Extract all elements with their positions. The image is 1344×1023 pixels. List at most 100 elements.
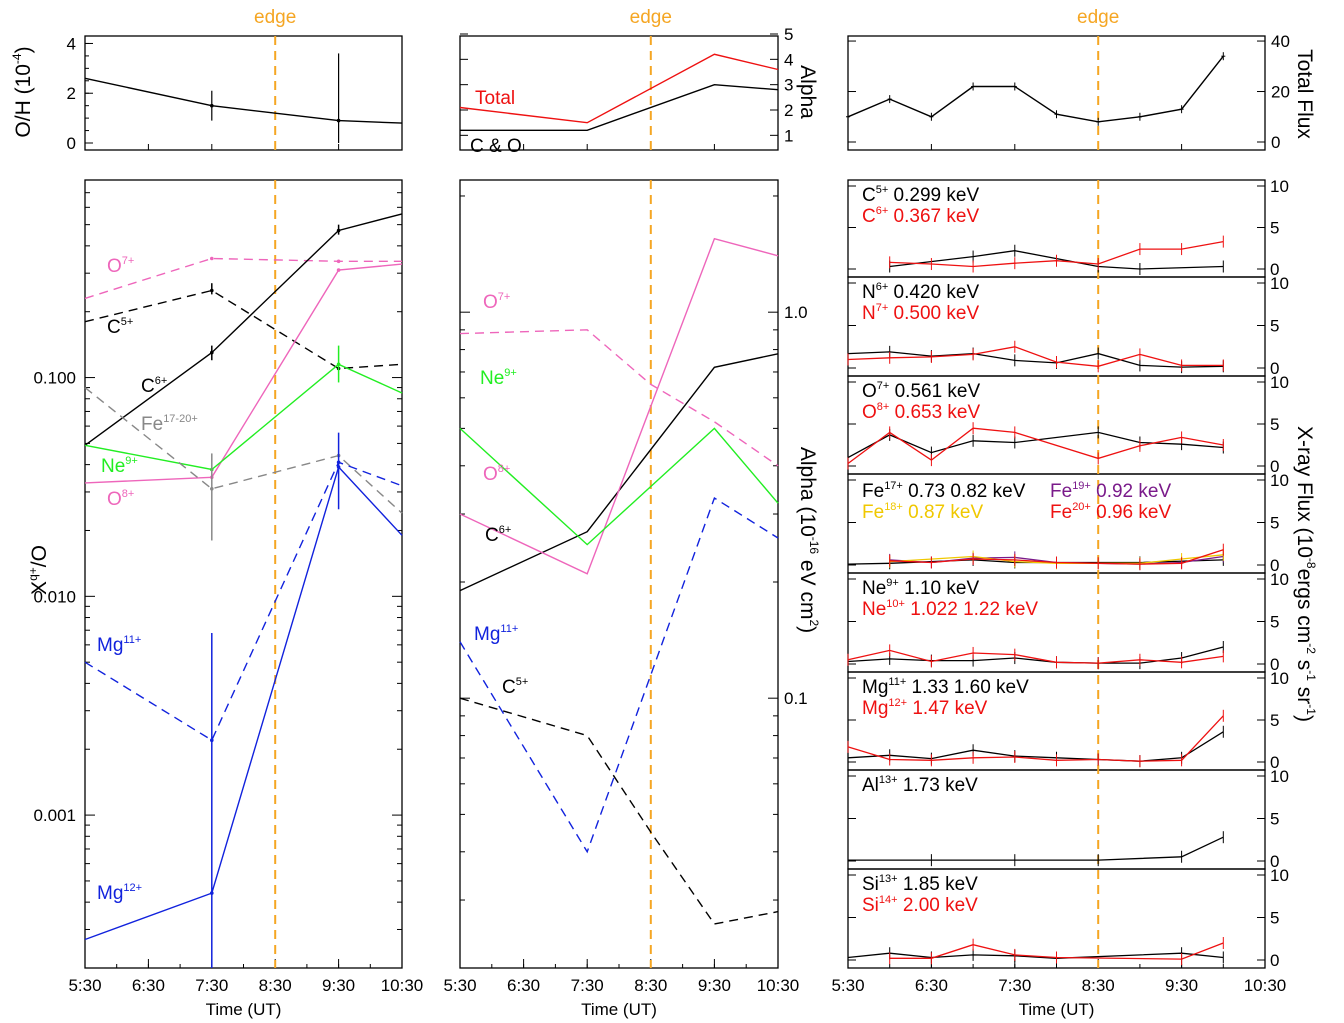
ratio-series-0	[84, 257, 402, 300]
y-tick-label: 5	[1270, 317, 1279, 336]
y-tick-label: 5	[1270, 514, 1279, 533]
xray-label-1-0: N6+ 0.420 keV	[862, 281, 979, 303]
label-c5-sup: 5+	[121, 316, 134, 328]
xray-label-sup: 19+	[1072, 480, 1091, 492]
edge-label: edge	[1077, 7, 1119, 28]
y-tick-label: 0.1	[784, 689, 808, 708]
flux-top-y-axis-label: Total Flux	[1293, 49, 1316, 139]
xray-label-base: Si	[862, 895, 879, 916]
label-o7-sup: 7+	[122, 255, 135, 267]
edge-label: edge	[254, 7, 296, 28]
label-c5-base: C	[107, 317, 121, 338]
y-tick-label: 2	[67, 84, 76, 103]
label-ne9-base: Ne	[101, 456, 125, 477]
ratio-point	[336, 259, 341, 264]
label-c-and-o: C & O	[470, 136, 522, 157]
xray-label-4-1: Ne10+ 1.022 1.22 keV	[862, 598, 1038, 620]
oh-ylabel-exp: -4	[10, 53, 24, 64]
x-tick-label: 9:30	[698, 976, 731, 995]
y-tick-label: 5	[1270, 711, 1279, 730]
xray-label-6-0: Al13+ 1.73 keV	[862, 774, 978, 796]
x-axis-label: Time (UT)	[1019, 1000, 1095, 1019]
xray-label-base: Al	[862, 775, 879, 796]
xray-label-3-2: Fe19+ 0.92 keV	[1050, 480, 1171, 502]
am-yl-5: )	[796, 626, 819, 633]
xray-ylabel-ylabel_exp: -8	[1304, 558, 1318, 569]
xray-label-text: 1.73 keV	[898, 775, 979, 796]
xray-label-0-1: C6+ 0.367 keV	[862, 205, 979, 227]
xray-label-text: 1.022 1.22 keV	[905, 599, 1038, 620]
ratio-ylabel-sup: q+	[26, 567, 40, 581]
x-tick-label: 10:30	[757, 976, 800, 995]
am-yl-3: eV cm	[796, 554, 819, 619]
xray-label-3-0: Fe17+ 0.73 0.82 keV	[862, 480, 1026, 502]
y-tick-label: 4	[784, 50, 793, 69]
xray-ylabel-ylabel_mid: ergs cm	[1293, 569, 1316, 644]
xray-sub1-series-0	[847, 351, 1224, 368]
y-tick-label: 5	[784, 25, 793, 44]
xray-label-5-1: Mg12+ 1.47 keV	[862, 697, 988, 719]
x-tick-label: 10:30	[381, 976, 424, 995]
xray-label-sup: 18+	[884, 501, 903, 513]
xray-label-7-1: Si14+ 2.00 keV	[862, 894, 978, 916]
alpha-top-series-1	[460, 83, 779, 132]
chart-text: 5:30 6:30 7:30 8:30 9:30 10:30 Time (UT) edge 5:…	[10, 7, 1318, 1019]
xray-label-text: 0.367 keV	[888, 206, 979, 227]
xray-sub4-series-0	[847, 646, 1224, 664]
alpha-label-o8-sup: 8+	[498, 463, 511, 475]
xray-label-text: 1.85 keV	[898, 874, 979, 895]
ratio-series-7	[84, 465, 403, 941]
xray-label-base: Mg	[862, 677, 888, 698]
y-tick-label: 20	[1271, 83, 1290, 102]
x-tick-label: 7:30	[195, 976, 228, 995]
xray-sub1-series-1	[847, 346, 1224, 367]
label-o8: O8+	[107, 488, 134, 510]
xray-sub7-series-0	[847, 952, 1224, 959]
x-axis-label: Time (UT)	[581, 1000, 657, 1019]
y-tick-label: 10	[1270, 767, 1289, 786]
ratio-series-2	[84, 213, 403, 446]
xray-label-text: 0.87 keV	[903, 502, 984, 523]
oh-ylabel-part: O/H (10	[12, 64, 35, 138]
label-fe-sup: 17-20+	[163, 413, 198, 425]
ratio-series-3	[84, 263, 403, 484]
y-tick-label: 0	[1271, 133, 1280, 152]
y-tick-label: 5	[1270, 219, 1279, 238]
xray-label-sup: 5+	[876, 184, 889, 196]
x-axis-label: Time (UT)	[206, 1000, 282, 1019]
xray-label-sup: 17+	[884, 480, 903, 492]
x-tick-label: 7:30	[998, 976, 1031, 995]
xray-ylabel-ylabel_mid3: sr	[1293, 681, 1316, 704]
y-tick-label: 0.001	[33, 806, 76, 825]
alpha-top-y-axis-label: Alpha	[796, 65, 819, 119]
xray-label-base: O	[862, 402, 877, 423]
xray-label-text: 1.33 1.60 keV	[906, 677, 1029, 698]
alpha-label-mg11-base: Mg	[474, 624, 500, 645]
am-yl-2: -16	[807, 537, 821, 555]
xray-ylabel-ylabel_exp2: -2	[1304, 643, 1318, 654]
oh-y-axis-label: O/H (10-4)	[10, 46, 35, 137]
xray-ylabel-ylabel_close: )	[1293, 715, 1316, 722]
y-tick-label: 10	[1270, 866, 1289, 885]
x-tick-label: 6:30	[915, 976, 948, 995]
y-tick-label: 0	[1270, 753, 1279, 772]
am-yl-4: 2	[807, 619, 821, 626]
alpha-label-ne9: Ne9+	[480, 367, 517, 389]
y-tick-label: 10	[1270, 471, 1289, 490]
y-tick-label: 5	[1270, 810, 1279, 829]
alpha-label-o7: O7+	[483, 291, 510, 313]
y-tick-label: 0	[1270, 951, 1279, 970]
y-tick-label: 0	[1270, 852, 1279, 871]
xray-label-0-0: C5+ 0.299 keV	[862, 184, 979, 206]
xray-label-text: 0.299 keV	[888, 185, 979, 206]
y-tick-label: 0	[1270, 556, 1279, 575]
label-c5: C5+	[107, 316, 133, 338]
alpha-label-o8: O8+	[483, 463, 510, 485]
ratio-ylabel-tail: /O	[28, 545, 51, 567]
xray-label-text: 0.420 keV	[888, 282, 979, 303]
xray-label-sup: 11+	[888, 676, 906, 688]
xray-label-sup: 12+	[888, 697, 907, 709]
xray-label-base: Si	[862, 874, 879, 895]
xray-label-text: 2.00 keV	[898, 895, 979, 916]
label-fe-base: Fe	[141, 414, 163, 435]
